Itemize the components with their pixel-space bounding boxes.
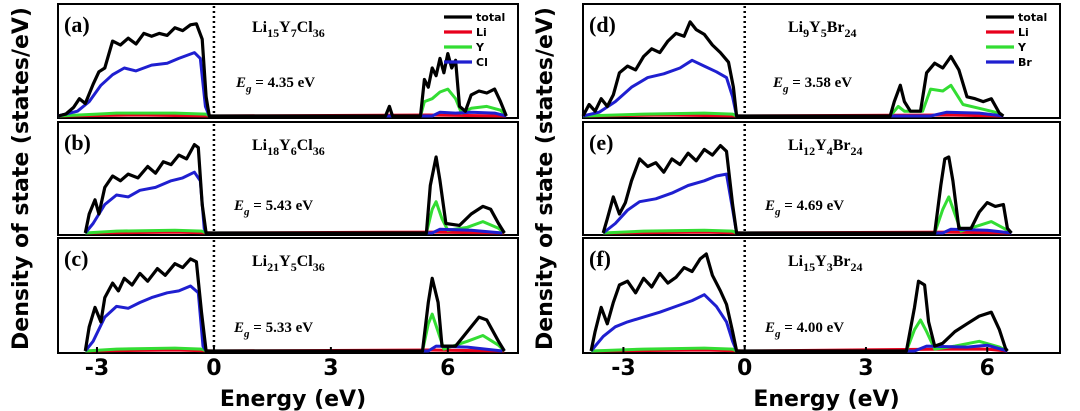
- y-axis-label: Density of state (states/eV): [9, 7, 34, 350]
- series-line-y: [57, 87, 508, 118]
- x-tick-label: 6: [980, 356, 995, 381]
- band-gap-label: Eg = 5.43 eV: [233, 198, 313, 218]
- panel-frame: [57, 121, 519, 236]
- x-tick-label: 6: [440, 356, 455, 381]
- x-axis-label: Energy (eV): [753, 387, 899, 411]
- legend-label-total: total: [1018, 11, 1047, 24]
- series-line-y: [85, 312, 506, 353]
- panel-label: (a): [64, 12, 90, 37]
- band-gap-label: Eg = 4.35 eV: [235, 75, 315, 95]
- band-gap-label: Eg = 4.69 eV: [764, 198, 844, 218]
- panel-frame: [57, 3, 519, 119]
- dos-panel-e: (e) Li12Y4Br24 Eg = 4.69 eV: [582, 121, 1061, 236]
- dos-panel-a: (a) Li15Y7Cl36 Eg = 4.35 eV total Li Y Cl: [57, 3, 519, 119]
- legend-label-y: Y: [1017, 41, 1027, 54]
- compound-formula: Li12Y4Br24: [788, 137, 862, 158]
- panel-label: (c): [64, 246, 88, 271]
- series-line-cl: [57, 51, 507, 118]
- panel-group-bromides: (d) Li9Y5Br24 Eg = 3.58 eV total Li Y Br (e) Li1…: [533, 3, 1061, 411]
- legend: total Li Y Br: [986, 11, 1047, 69]
- dos-panel-f: (f) Li15Y3Br24 Eg = 4.00 eV: [582, 237, 1061, 354]
- compound-formula: Li15Y7Cl36: [252, 19, 325, 40]
- series-line-total: [83, 257, 506, 353]
- legend-label-li: Li: [1018, 26, 1029, 39]
- legend-label-li: Li: [476, 26, 487, 39]
- series-line-total: [581, 20, 1005, 118]
- band-gap-label: Eg = 4.00 eV: [764, 320, 844, 340]
- dos-panel-d: (d) Li9Y5Br24 Eg = 3.58 eV total Li Y Br: [581, 3, 1061, 119]
- series-line-total: [601, 144, 1013, 235]
- legend-label-y: Y: [475, 41, 485, 54]
- x-tick-label: 0: [206, 356, 221, 381]
- legend-label-total: total: [476, 11, 505, 24]
- x-tick-label: 3: [858, 356, 873, 381]
- dos-panel-b: (b) Li18Y6Cl36 Eg = 5.43 eV: [57, 121, 519, 236]
- series-line-cl: [84, 170, 503, 235]
- panel-label: (e): [589, 130, 613, 155]
- panel-frame: [57, 237, 519, 354]
- panel-frame: [582, 121, 1061, 236]
- panel-group-chlorides: (a) Li15Y7Cl36 Eg = 4.35 eV total Li Y Cl (b) Li…: [9, 3, 519, 411]
- series-line-br: [582, 58, 1004, 118]
- x-axis-label: Energy (eV): [220, 387, 366, 411]
- compound-formula: Li18Y6Cl36: [252, 137, 325, 158]
- legend: total Li Y Cl: [444, 11, 505, 69]
- legend-label-br: Br: [1018, 56, 1032, 69]
- x-tick-label: 3: [323, 356, 338, 381]
- series-line-y: [85, 200, 506, 235]
- series-line-cl: [84, 284, 503, 353]
- x-tick-label: 0: [737, 356, 752, 381]
- panel-label: (b): [64, 130, 91, 155]
- panel-frame: [582, 237, 1061, 354]
- band-gap-label: Eg = 5.33 eV: [233, 320, 313, 340]
- series-line-total: [83, 143, 506, 235]
- compound-formula: Li21Y5Cl36: [252, 253, 325, 274]
- x-tick-label: -3: [611, 356, 635, 381]
- panel-label: (d): [589, 12, 616, 37]
- dos-panel-c: (c) Li21Y5Cl36 Eg = 5.33 eV: [57, 237, 519, 354]
- band-gap-label: Eg = 3.58 eV: [772, 75, 852, 95]
- series-line-total: [57, 22, 508, 118]
- legend-label-cl: Cl: [476, 56, 488, 69]
- compound-formula: Li9Y5Br24: [788, 19, 856, 40]
- compound-formula: Li15Y3Br24: [788, 253, 862, 274]
- series-line-y: [603, 195, 1013, 235]
- series-line-total: [589, 252, 1009, 353]
- series-line-y: [591, 318, 1009, 353]
- x-tick-label: -3: [85, 356, 109, 381]
- series-line-br: [602, 172, 1012, 235]
- y-axis-label: Density of state (states/eV): [533, 7, 558, 350]
- panel-label: (f): [589, 246, 611, 271]
- panel-frame: [582, 3, 1061, 119]
